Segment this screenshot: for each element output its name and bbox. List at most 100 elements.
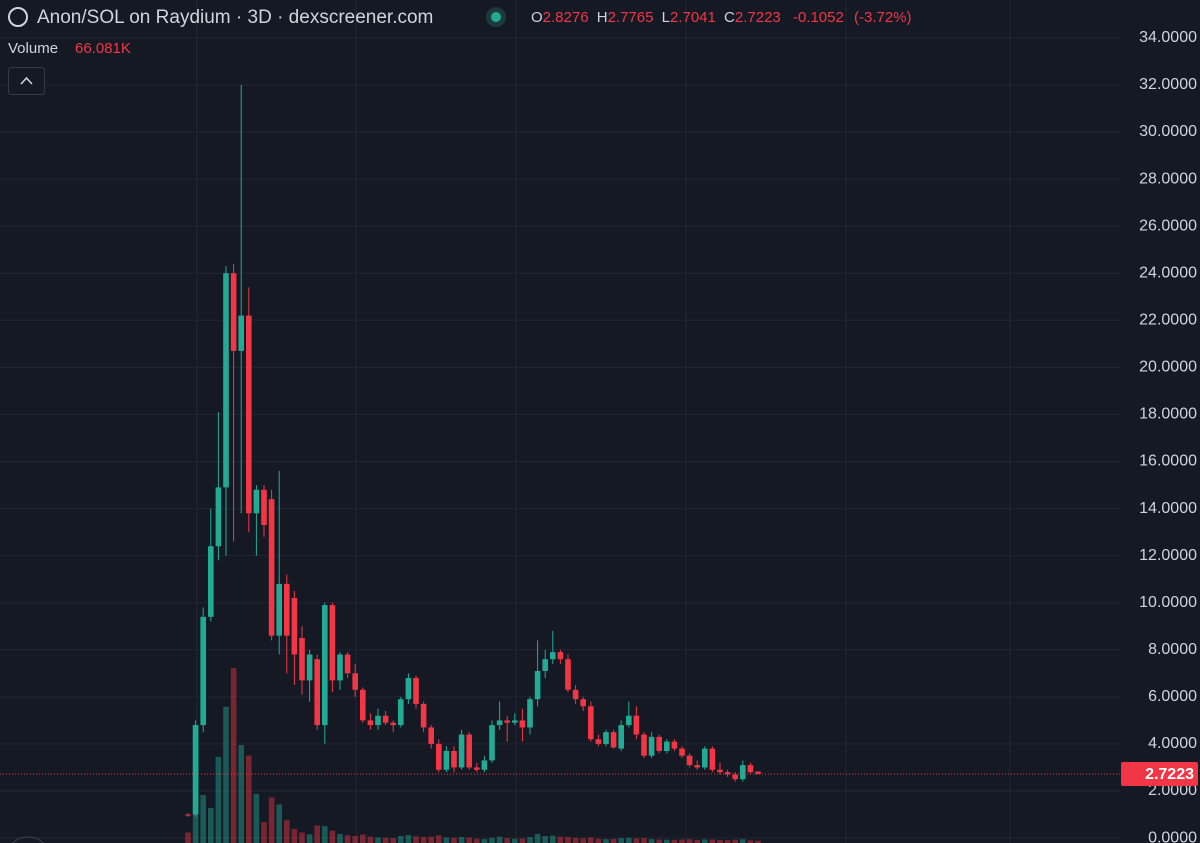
candle-body bbox=[474, 767, 480, 770]
y-tick-label: 16.0000 bbox=[1139, 453, 1197, 470]
candle-body bbox=[717, 769, 723, 773]
volume-bar bbox=[481, 839, 488, 843]
candle-body bbox=[747, 765, 754, 773]
logo bbox=[8, 7, 28, 27]
ohlc-label: O bbox=[531, 9, 543, 26]
candle-body bbox=[671, 741, 678, 749]
volume-bar bbox=[512, 838, 518, 843]
volume-title: Volume bbox=[8, 40, 58, 57]
collapse-button[interactable] bbox=[8, 67, 45, 95]
candle-body bbox=[588, 706, 594, 740]
candle-body bbox=[268, 499, 275, 636]
candle-body bbox=[306, 654, 313, 681]
y-tick-label: 6.0000 bbox=[1148, 688, 1197, 705]
volume-bar bbox=[626, 837, 632, 843]
volume-bar bbox=[451, 837, 457, 843]
volume-bar bbox=[641, 838, 647, 843]
y-tick-label: 2.0000 bbox=[1148, 782, 1197, 799]
candle-body bbox=[686, 755, 693, 766]
volume-bar bbox=[686, 839, 693, 843]
ohlc-value: 2.8276 bbox=[543, 9, 589, 26]
volume-bar bbox=[344, 835, 351, 843]
scroll-button[interactable] bbox=[5, 836, 51, 843]
y-tick-label: 14.0000 bbox=[1139, 500, 1197, 517]
volume-bar bbox=[413, 836, 419, 843]
y-tick-label: 22.0000 bbox=[1139, 312, 1197, 329]
volume-bar bbox=[724, 840, 731, 843]
candle-body bbox=[276, 583, 282, 636]
volume-bar bbox=[436, 835, 442, 843]
volume-bar bbox=[474, 838, 480, 843]
volume-bar bbox=[694, 839, 700, 843]
y-tick-label: 0.0000 bbox=[1148, 829, 1197, 843]
candle-body bbox=[565, 659, 571, 690]
candle-body bbox=[382, 715, 389, 723]
volume-bar bbox=[732, 839, 738, 843]
volume-bar bbox=[580, 838, 586, 843]
candle-body bbox=[679, 748, 685, 756]
volume-bar bbox=[679, 839, 685, 843]
candle-body bbox=[360, 689, 366, 721]
volume-bar bbox=[709, 839, 716, 843]
volume-bar bbox=[504, 838, 510, 843]
status-dot bbox=[491, 12, 501, 22]
candle-body bbox=[603, 732, 609, 744]
candle-body bbox=[519, 720, 526, 728]
volume-bar bbox=[284, 820, 290, 843]
candle-body bbox=[740, 765, 746, 780]
y-tick-label: 12.0000 bbox=[1139, 547, 1197, 564]
candle-body bbox=[550, 652, 556, 660]
volume-bar bbox=[420, 837, 427, 843]
candle-body bbox=[200, 616, 206, 726]
collapse-icon bbox=[20, 76, 33, 85]
ohlc-value: 2.7041 bbox=[670, 9, 716, 26]
y-tick-label: 8.0000 bbox=[1148, 641, 1197, 658]
volume-bar bbox=[527, 837, 533, 843]
candle-body bbox=[299, 638, 305, 681]
volume-bar bbox=[717, 840, 723, 843]
candle-body bbox=[664, 741, 670, 751]
volume-bar bbox=[702, 839, 708, 843]
volume-bar bbox=[648, 839, 655, 843]
volume-bar bbox=[550, 835, 556, 843]
y-tick-label: 26.0000 bbox=[1139, 217, 1197, 234]
volume-bar bbox=[291, 829, 298, 843]
ohlc-label: L bbox=[662, 9, 670, 26]
candle-body bbox=[337, 654, 343, 681]
candle-body bbox=[451, 750, 457, 768]
candle-body bbox=[367, 720, 374, 726]
candle-body bbox=[542, 659, 548, 671]
candle-body bbox=[375, 715, 381, 726]
candle-body bbox=[618, 725, 624, 749]
candle-body bbox=[314, 659, 320, 726]
y-tick-label: 32.0000 bbox=[1139, 76, 1197, 93]
collapse-box[interactable] bbox=[8, 67, 45, 95]
y-tick-label: 30.0000 bbox=[1139, 123, 1197, 140]
y-tick-label: 24.0000 bbox=[1139, 264, 1197, 281]
volume-bar bbox=[656, 839, 662, 843]
candle-body bbox=[557, 652, 564, 660]
volume-bar bbox=[299, 832, 305, 843]
volume-bar bbox=[322, 826, 328, 843]
volume-bar bbox=[375, 837, 381, 843]
volume-bar bbox=[603, 839, 609, 843]
candle-body bbox=[329, 605, 336, 681]
y-tick-label: 20.0000 bbox=[1139, 359, 1197, 376]
candle-body bbox=[656, 736, 662, 751]
candle-body bbox=[527, 699, 533, 728]
volume-bar bbox=[352, 836, 358, 843]
volume-bar bbox=[496, 836, 503, 843]
volume-bar bbox=[246, 755, 252, 843]
volume-bar bbox=[390, 838, 396, 843]
volume-bar bbox=[565, 837, 571, 843]
candle-body bbox=[322, 605, 328, 726]
volume-bar bbox=[671, 839, 678, 843]
chart-title: Anon/SOL on Raydium · 3D · dexscreener.c… bbox=[37, 7, 433, 28]
y-tick-label: 28.0000 bbox=[1139, 170, 1197, 187]
candle-body bbox=[496, 720, 503, 726]
candle-body bbox=[253, 489, 260, 514]
candle-body bbox=[466, 734, 472, 768]
